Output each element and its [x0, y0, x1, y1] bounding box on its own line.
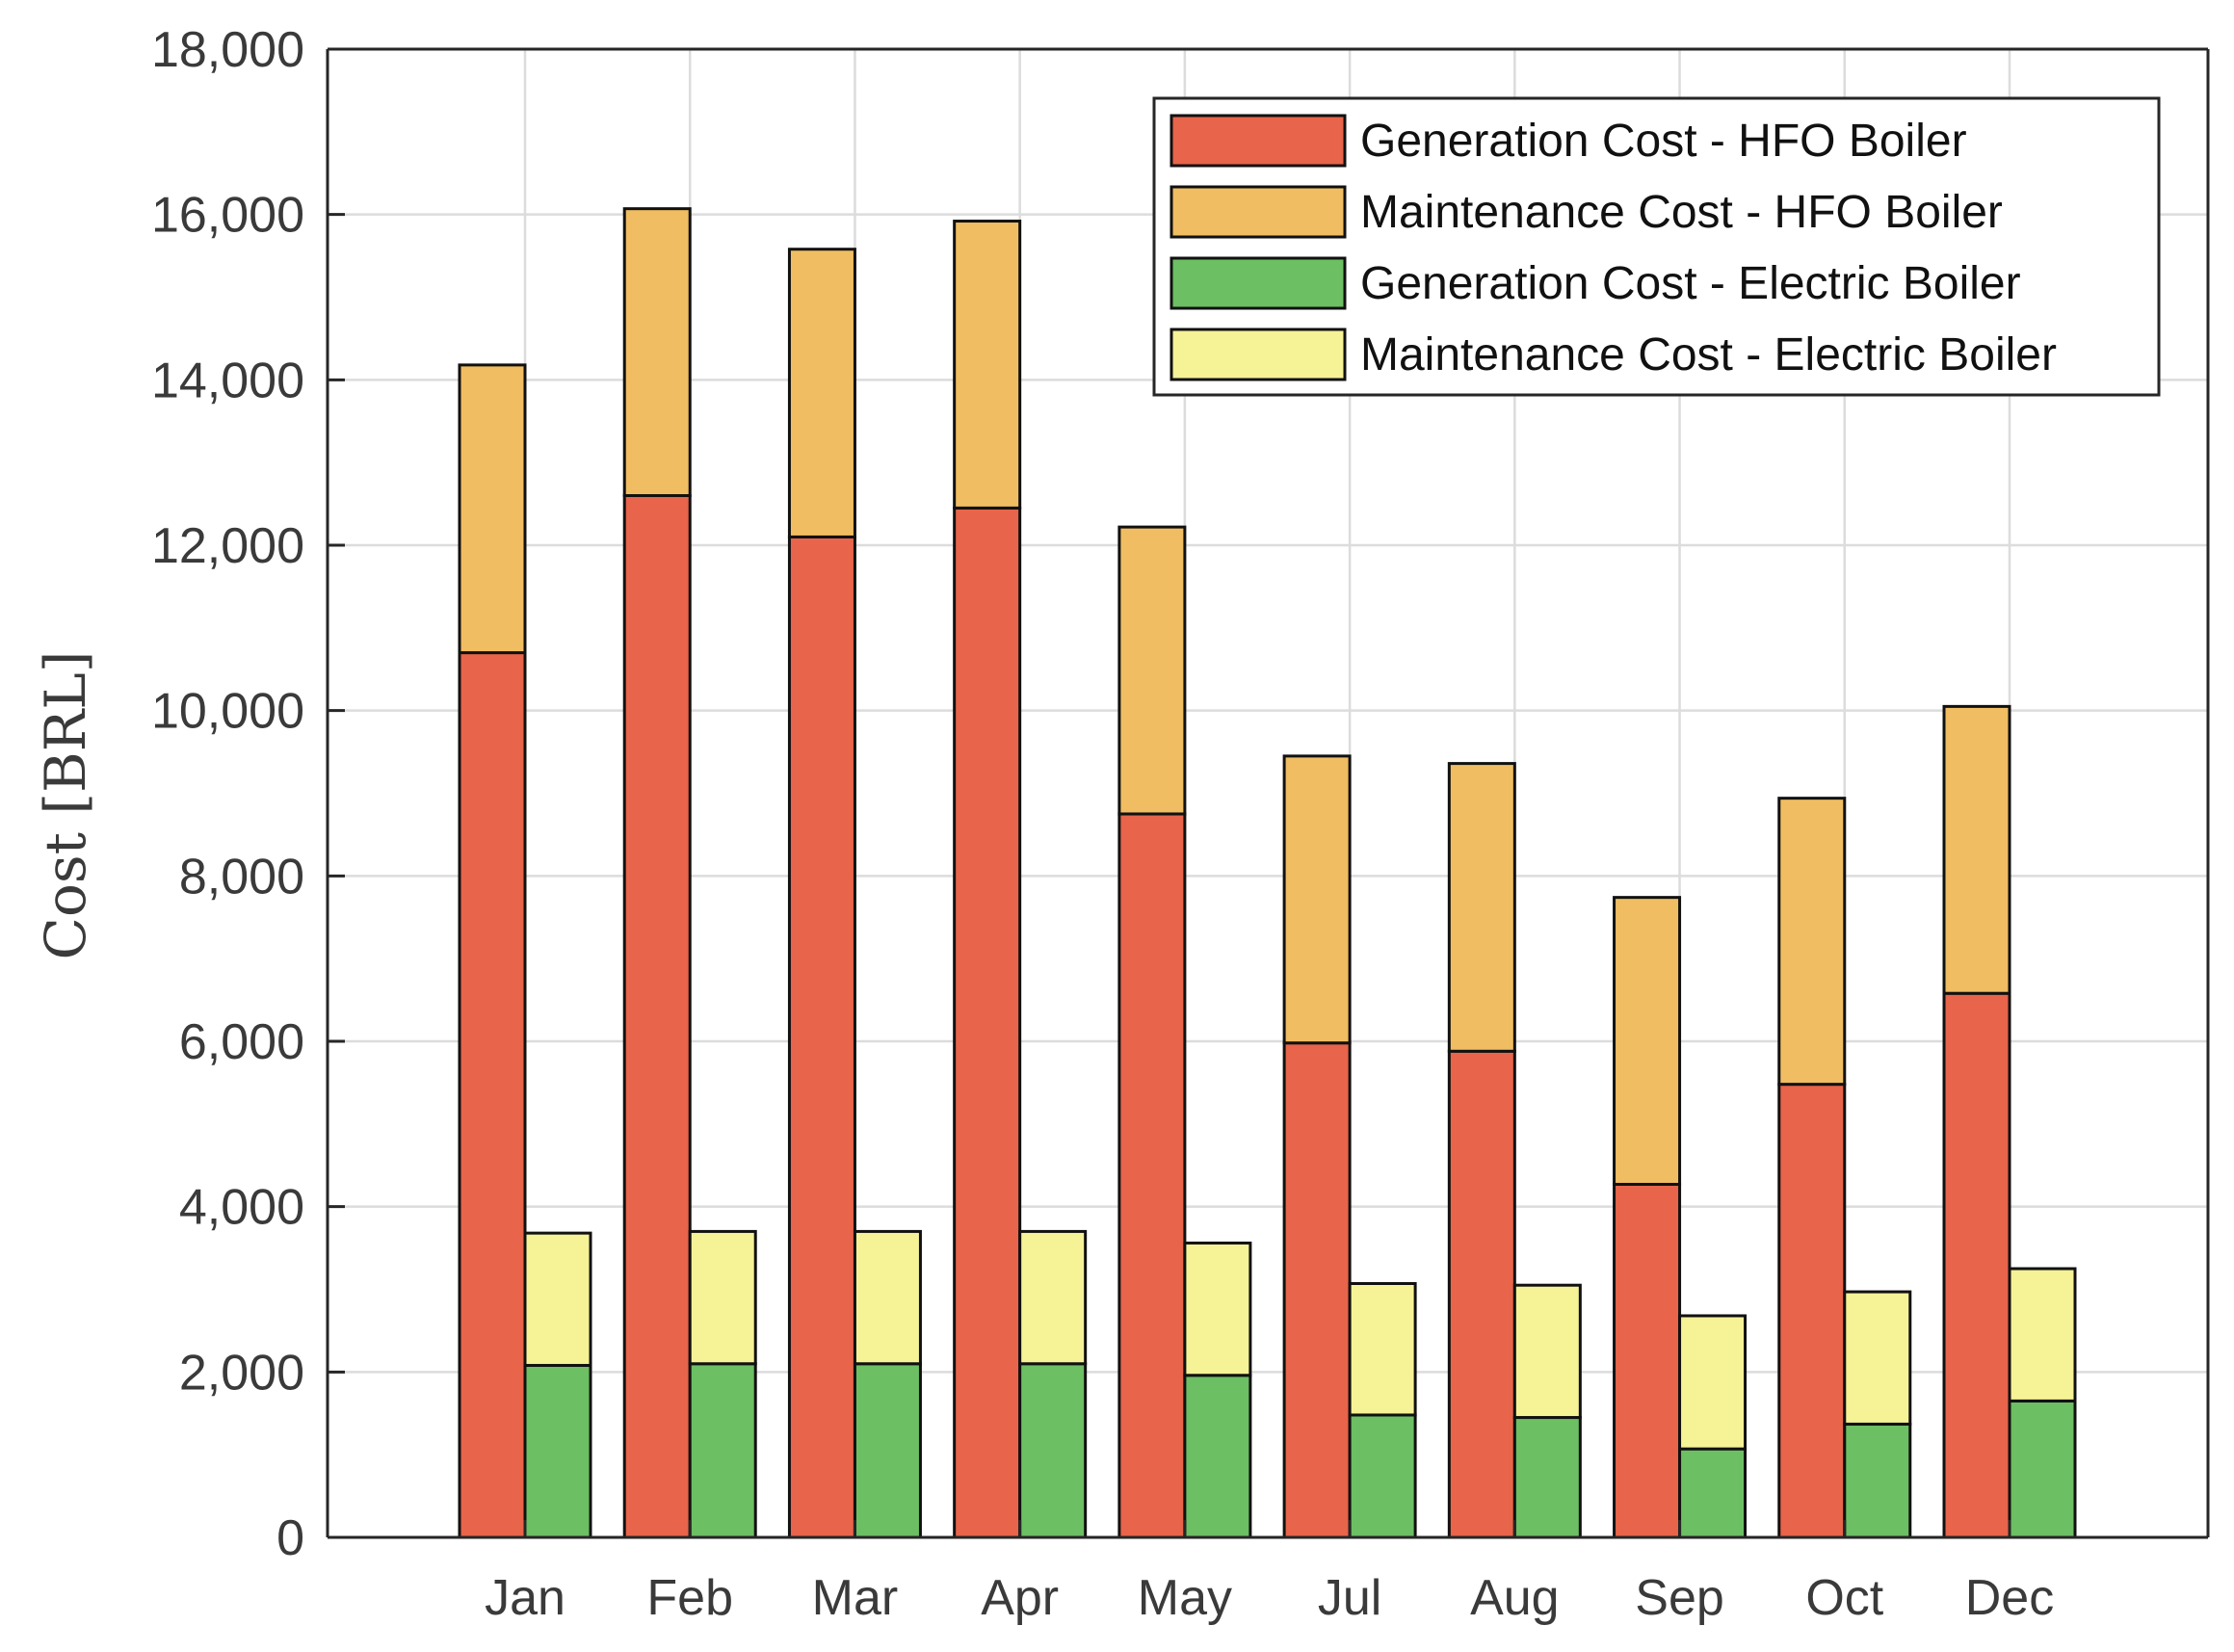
x-tick-label: Jan	[485, 1570, 565, 1626]
bar-dec-maintenance-cost-hfo-boiler	[1942, 704, 2011, 995]
x-tick-label: May	[1138, 1570, 1232, 1626]
bar-jul-maintenance-cost-hfo-boiler	[1282, 754, 1352, 1045]
bar-aug-maintenance-cost-electric-boiler	[1512, 1283, 1582, 1420]
bar-may-generation-cost-hfo-boiler	[1117, 812, 1187, 1539]
bar-dec-maintenance-cost-electric-boiler	[2008, 1267, 2077, 1403]
legend-swatch	[1170, 256, 1347, 310]
bar-sep-generation-cost-hfo-boiler	[1613, 1182, 1682, 1539]
bar-mar-generation-cost-hfo-boiler	[787, 535, 856, 1539]
bar-sep-maintenance-cost-hfo-boiler	[1613, 896, 1682, 1186]
x-tick-label: Apr	[981, 1570, 1059, 1626]
axes	[326, 47, 2210, 1539]
bar-oct-maintenance-cost-hfo-boiler	[1777, 797, 1847, 1087]
y-tick-label: 0	[276, 1510, 304, 1566]
legend-label: Maintenance Cost - HFO Boiler	[1360, 187, 2003, 238]
bar-may-generation-cost-electric-boiler	[1183, 1374, 1252, 1539]
bar-aug-maintenance-cost-hfo-boiler	[1447, 762, 1516, 1053]
bar-oct-maintenance-cost-electric-boiler	[1843, 1290, 1912, 1426]
y-tick-label: 14,000	[151, 353, 304, 408]
bar-jul-generation-cost-electric-boiler	[1348, 1413, 1417, 1539]
bar-apr-maintenance-cost-hfo-boiler	[953, 220, 1022, 510]
bar-mar-generation-cost-electric-boiler	[853, 1362, 922, 1539]
bar-jan-generation-cost-hfo-boiler	[458, 651, 527, 1539]
bar-jan-maintenance-cost-electric-boiler	[523, 1231, 592, 1367]
y-tick-label: 4,000	[179, 1180, 304, 1236]
x-tick-labels: Jan Feb Mar Apr May Jul Aug Sep Oct Dec	[485, 1570, 2054, 1626]
bar-jan-maintenance-cost-hfo-boiler	[458, 363, 527, 655]
bar-may-maintenance-cost-electric-boiler	[1183, 1241, 1252, 1377]
y-tick-label: 2,000	[179, 1345, 304, 1401]
bar-feb-generation-cost-electric-boiler	[688, 1362, 757, 1539]
bar-may-maintenance-cost-hfo-boiler	[1117, 525, 1187, 816]
x-tick-label: Aug	[1470, 1570, 1560, 1626]
bar-jan-generation-cost-electric-boiler	[523, 1363, 592, 1539]
bar-jul-generation-cost-hfo-boiler	[1282, 1041, 1352, 1539]
bar-dec-generation-cost-electric-boiler	[2008, 1399, 2077, 1539]
x-tick-label: Sep	[1635, 1570, 1724, 1626]
y-axis-label: Cost [BRL]	[33, 651, 98, 960]
y-tick-label: 10,000	[151, 684, 304, 740]
y-tick-label: 18,000	[151, 22, 304, 78]
bar-aug-generation-cost-electric-boiler	[1512, 1416, 1582, 1539]
legend-swatch	[1170, 185, 1347, 239]
bar-jul-maintenance-cost-electric-boiler	[1348, 1281, 1417, 1417]
bar-oct-generation-cost-electric-boiler	[1843, 1422, 1912, 1539]
y-tick-labels: 0 2,000 4,000 6,000 8,000 10,000 12,000 14,000 1…	[151, 22, 304, 1566]
x-tick-label: Oct	[1805, 1570, 1883, 1626]
bar-oct-generation-cost-hfo-boiler	[1777, 1083, 1847, 1539]
legend-swatch	[1170, 328, 1347, 381]
bar-feb-maintenance-cost-electric-boiler	[688, 1229, 757, 1366]
y-tick-label: 6,000	[179, 1014, 304, 1070]
bar-feb-maintenance-cost-hfo-boiler	[622, 207, 692, 498]
bar-dec-generation-cost-hfo-boiler	[1942, 991, 2011, 1539]
bar-sep-maintenance-cost-electric-boiler	[1678, 1314, 1748, 1451]
x-tick-label: Jul	[1318, 1570, 1381, 1626]
bar-apr-generation-cost-electric-boiler	[1018, 1362, 1088, 1539]
bar-feb-generation-cost-hfo-boiler	[622, 494, 692, 1539]
x-tick-label: Dec	[1965, 1570, 2054, 1626]
y-tick-label: 12,000	[151, 518, 304, 574]
bar-mar-maintenance-cost-electric-boiler	[853, 1229, 922, 1366]
legend-label: Generation Cost - HFO Boiler	[1360, 116, 1967, 167]
bar-mar-maintenance-cost-hfo-boiler	[787, 248, 856, 538]
legend-label: Maintenance Cost - Electric Boiler	[1360, 329, 2057, 380]
bar-apr-generation-cost-hfo-boiler	[953, 506, 1022, 1539]
bars	[458, 207, 2077, 1539]
x-tick-label: Mar	[812, 1570, 899, 1626]
bar-aug-generation-cost-hfo-boiler	[1447, 1049, 1516, 1539]
y-tick-label: 16,000	[151, 188, 304, 244]
x-tick-label: Feb	[646, 1570, 733, 1626]
legend-swatch	[1170, 114, 1347, 168]
legend-label: Generation Cost - Electric Boiler	[1360, 258, 2021, 309]
y-tick-label: 8,000	[179, 849, 304, 905]
bar-apr-maintenance-cost-electric-boiler	[1018, 1229, 1088, 1366]
bar-sep-generation-cost-electric-boiler	[1678, 1447, 1748, 1539]
legend: Generation Cost - HFO Boiler Maintenance …	[1152, 96, 2161, 397]
